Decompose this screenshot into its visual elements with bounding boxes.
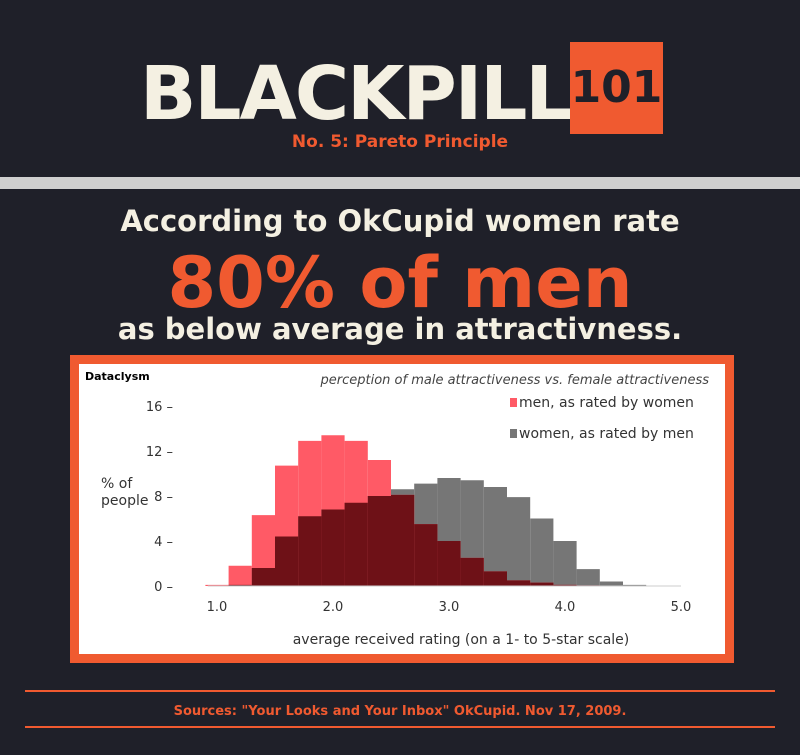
bar-overlap bbox=[321, 509, 345, 586]
bar-overlap bbox=[344, 502, 368, 586]
legend-label-women: women, as rated by men bbox=[519, 426, 694, 442]
footer-rule-top bbox=[25, 690, 775, 692]
x-axis-label: average received rating (on a 1- to 5-st… bbox=[293, 632, 630, 648]
y-tick-label: 4 – bbox=[154, 535, 173, 550]
x-tick-label: 2.0 bbox=[323, 600, 344, 615]
divider bbox=[0, 177, 800, 189]
bar-overlap bbox=[298, 516, 322, 586]
bar-women bbox=[553, 541, 577, 586]
bar-overlap bbox=[251, 568, 275, 586]
x-tick-label: 4.0 bbox=[555, 600, 576, 615]
y-axis-ticks: 0 – 4 – 8 – 12 – 16 – bbox=[146, 400, 173, 595]
title-number-badge: 101 bbox=[570, 42, 663, 134]
y-axis-label-line-2: people bbox=[101, 493, 148, 509]
bar-overlap bbox=[553, 584, 577, 586]
legend-swatch-men bbox=[510, 398, 517, 407]
headline-line-3: as below average in attractivness. bbox=[117, 312, 683, 346]
bar-overlap bbox=[228, 584, 252, 586]
title-row: BLACKPILL 101 bbox=[0, 42, 800, 134]
bar-women bbox=[599, 581, 623, 586]
y-tick-label: 8 – bbox=[154, 490, 173, 505]
bar-overlap bbox=[275, 536, 299, 586]
bar-women bbox=[530, 518, 554, 586]
bar-women bbox=[623, 584, 647, 586]
y-tick-label: 0 – bbox=[154, 580, 173, 595]
legend-swatch-women bbox=[510, 429, 517, 438]
y-tick-label: 12 – bbox=[146, 445, 173, 460]
bar-men bbox=[205, 584, 229, 586]
chart-frame: Dataclysm perception of male attractiven… bbox=[70, 355, 734, 663]
histogram-chart: Dataclysm perception of male attractiven… bbox=[85, 370, 710, 648]
y-tick-label: 16 – bbox=[146, 400, 173, 415]
footer-rule-bottom bbox=[25, 726, 775, 728]
page-title: BLACKPILL bbox=[140, 51, 573, 137]
bar-women bbox=[507, 497, 531, 586]
bar-overlap bbox=[483, 571, 507, 586]
legend-label-men: men, as rated by women bbox=[519, 395, 694, 411]
bar-overlap bbox=[367, 496, 391, 586]
bar-overlap bbox=[437, 541, 461, 586]
overlap-bars bbox=[228, 494, 600, 586]
page-subtitle: No. 5: Pareto Principle bbox=[291, 132, 509, 152]
chart-legend: men, as rated by women women, as rated b… bbox=[510, 395, 694, 442]
headline-line-1: According to OkCupid women rate bbox=[120, 204, 680, 238]
chart-title: perception of male attractiveness vs. fe… bbox=[320, 373, 710, 388]
x-tick-label: 1.0 bbox=[207, 600, 228, 615]
chart-source-label: Dataclysm bbox=[85, 370, 150, 383]
x-tick-label: 3.0 bbox=[439, 600, 460, 615]
x-axis-ticks: 1.0 2.0 3.0 4.0 5.0 bbox=[207, 600, 692, 615]
sources-citation: Sources: "Your Looks and Your Inbox" OkC… bbox=[173, 704, 627, 719]
bar-overlap bbox=[391, 494, 415, 586]
bar-overlap bbox=[507, 580, 531, 586]
y-axis-label-line-1: % of bbox=[101, 476, 133, 492]
bar-overlap bbox=[460, 557, 484, 586]
headline-line-2: 80% of men bbox=[167, 242, 633, 324]
bar-men bbox=[228, 565, 252, 586]
bar-overlap bbox=[530, 582, 554, 586]
bar-women bbox=[576, 569, 600, 586]
chart-panel: Dataclysm perception of male attractiven… bbox=[79, 364, 725, 654]
bar-overlap bbox=[414, 524, 438, 586]
bar-women bbox=[483, 487, 507, 586]
x-tick-label: 5.0 bbox=[671, 600, 692, 615]
